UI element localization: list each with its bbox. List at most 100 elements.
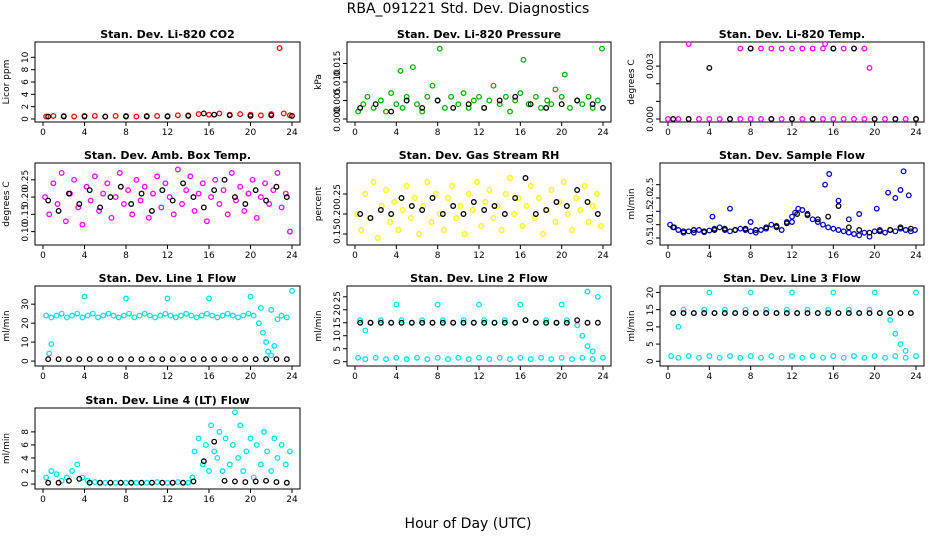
x-tick-label: 4 <box>82 495 88 505</box>
data-point <box>535 195 542 201</box>
data-point <box>55 479 62 486</box>
data-point <box>276 45 283 52</box>
data-point <box>835 197 842 204</box>
data-point <box>861 354 868 361</box>
data-point <box>58 310 65 317</box>
data-point <box>845 306 852 313</box>
data-point <box>763 310 770 317</box>
data-point <box>594 319 601 326</box>
data-point <box>758 227 764 233</box>
y-axis-label: ml/min <box>627 310 637 341</box>
data-point <box>403 183 410 189</box>
data-point <box>486 356 493 363</box>
data-point <box>752 310 759 317</box>
data-point <box>159 356 166 363</box>
data-point <box>91 479 98 486</box>
data-point <box>496 354 503 361</box>
data-point <box>441 104 448 111</box>
data-point <box>594 211 601 217</box>
data-point <box>465 356 472 363</box>
data-point <box>825 310 832 317</box>
data-point <box>470 319 477 326</box>
chart-panel-2: Stan. Dev. Li-820 Pressure 0 4 8 12 16 20 24 0.0… <box>314 28 612 138</box>
data-point <box>501 317 508 324</box>
data-point <box>202 441 209 448</box>
data-point <box>548 187 555 193</box>
data-point <box>871 353 878 360</box>
y-tick-label: 0 <box>21 358 31 364</box>
data-point <box>680 310 687 317</box>
data-point <box>148 356 155 363</box>
data-point <box>388 319 395 326</box>
data-point <box>185 112 192 119</box>
data-point <box>377 97 384 104</box>
data-point <box>822 181 829 188</box>
data-point <box>491 319 498 326</box>
data-point <box>747 116 754 122</box>
x-tick-label: 8 <box>123 495 129 505</box>
y-axis-label: degrees C <box>627 59 637 104</box>
data-point <box>268 112 275 119</box>
data-point <box>211 187 218 194</box>
data-point <box>732 310 739 317</box>
data-point <box>69 312 75 319</box>
x-tick-label: 8 <box>123 372 129 382</box>
data-point <box>434 301 441 308</box>
x-tick-label: 16 <box>203 251 215 261</box>
data-point <box>355 354 362 361</box>
data-point <box>283 314 290 321</box>
data-point <box>685 353 692 360</box>
y-tick-label: 25 <box>333 291 343 302</box>
data-point <box>685 41 692 47</box>
data-point <box>543 207 550 213</box>
data-point <box>799 354 806 361</box>
data-point <box>494 203 501 209</box>
data-point <box>511 211 518 217</box>
data-point <box>222 435 229 442</box>
data-point <box>907 310 914 317</box>
data-point <box>220 187 227 194</box>
chart-panel-7: Stan. Dev. Line 1 Flow 0 4 8 12 16 20 24 0 10 20 30… <box>2 272 301 382</box>
data-point <box>370 179 377 185</box>
data-point <box>367 319 374 326</box>
data-point <box>357 104 364 111</box>
data-point <box>897 224 904 231</box>
data-point <box>282 190 289 197</box>
data-point <box>262 180 268 187</box>
data-point <box>840 228 847 235</box>
data-point <box>897 341 904 348</box>
data-point <box>398 195 405 201</box>
data-point <box>45 197 52 204</box>
chart-panel-6: Stan. Dev. Sample Flow 0 4 8 12 16 20 24 0.51.01… <box>627 149 925 261</box>
data-point <box>856 232 863 239</box>
data-point <box>727 353 733 360</box>
data-point <box>409 64 416 71</box>
data-point <box>399 207 406 213</box>
data-point <box>240 312 247 319</box>
data-point <box>145 214 152 221</box>
data-point <box>835 203 842 209</box>
y-tick-label: 10 <box>21 336 31 348</box>
data-point <box>253 441 260 448</box>
data-point <box>74 310 81 317</box>
data-point <box>501 211 508 217</box>
x-tick-label: 4 <box>393 128 399 138</box>
data-point <box>95 314 101 321</box>
data-point <box>747 219 754 225</box>
data-point <box>742 310 749 317</box>
data-point <box>283 356 290 363</box>
data-point <box>102 113 109 120</box>
data-point <box>398 317 405 324</box>
plot-frame <box>659 41 925 123</box>
data-point <box>445 195 451 201</box>
data-point <box>274 169 281 176</box>
y-tick-label: 0.15 <box>21 204 31 224</box>
data-point <box>174 166 181 173</box>
data-point <box>851 353 857 360</box>
data-point <box>465 191 472 197</box>
x-tick-label: 8 <box>123 128 129 138</box>
x-tick-label: 16 <box>203 128 215 138</box>
data-point <box>226 112 233 119</box>
data-point <box>271 342 278 349</box>
